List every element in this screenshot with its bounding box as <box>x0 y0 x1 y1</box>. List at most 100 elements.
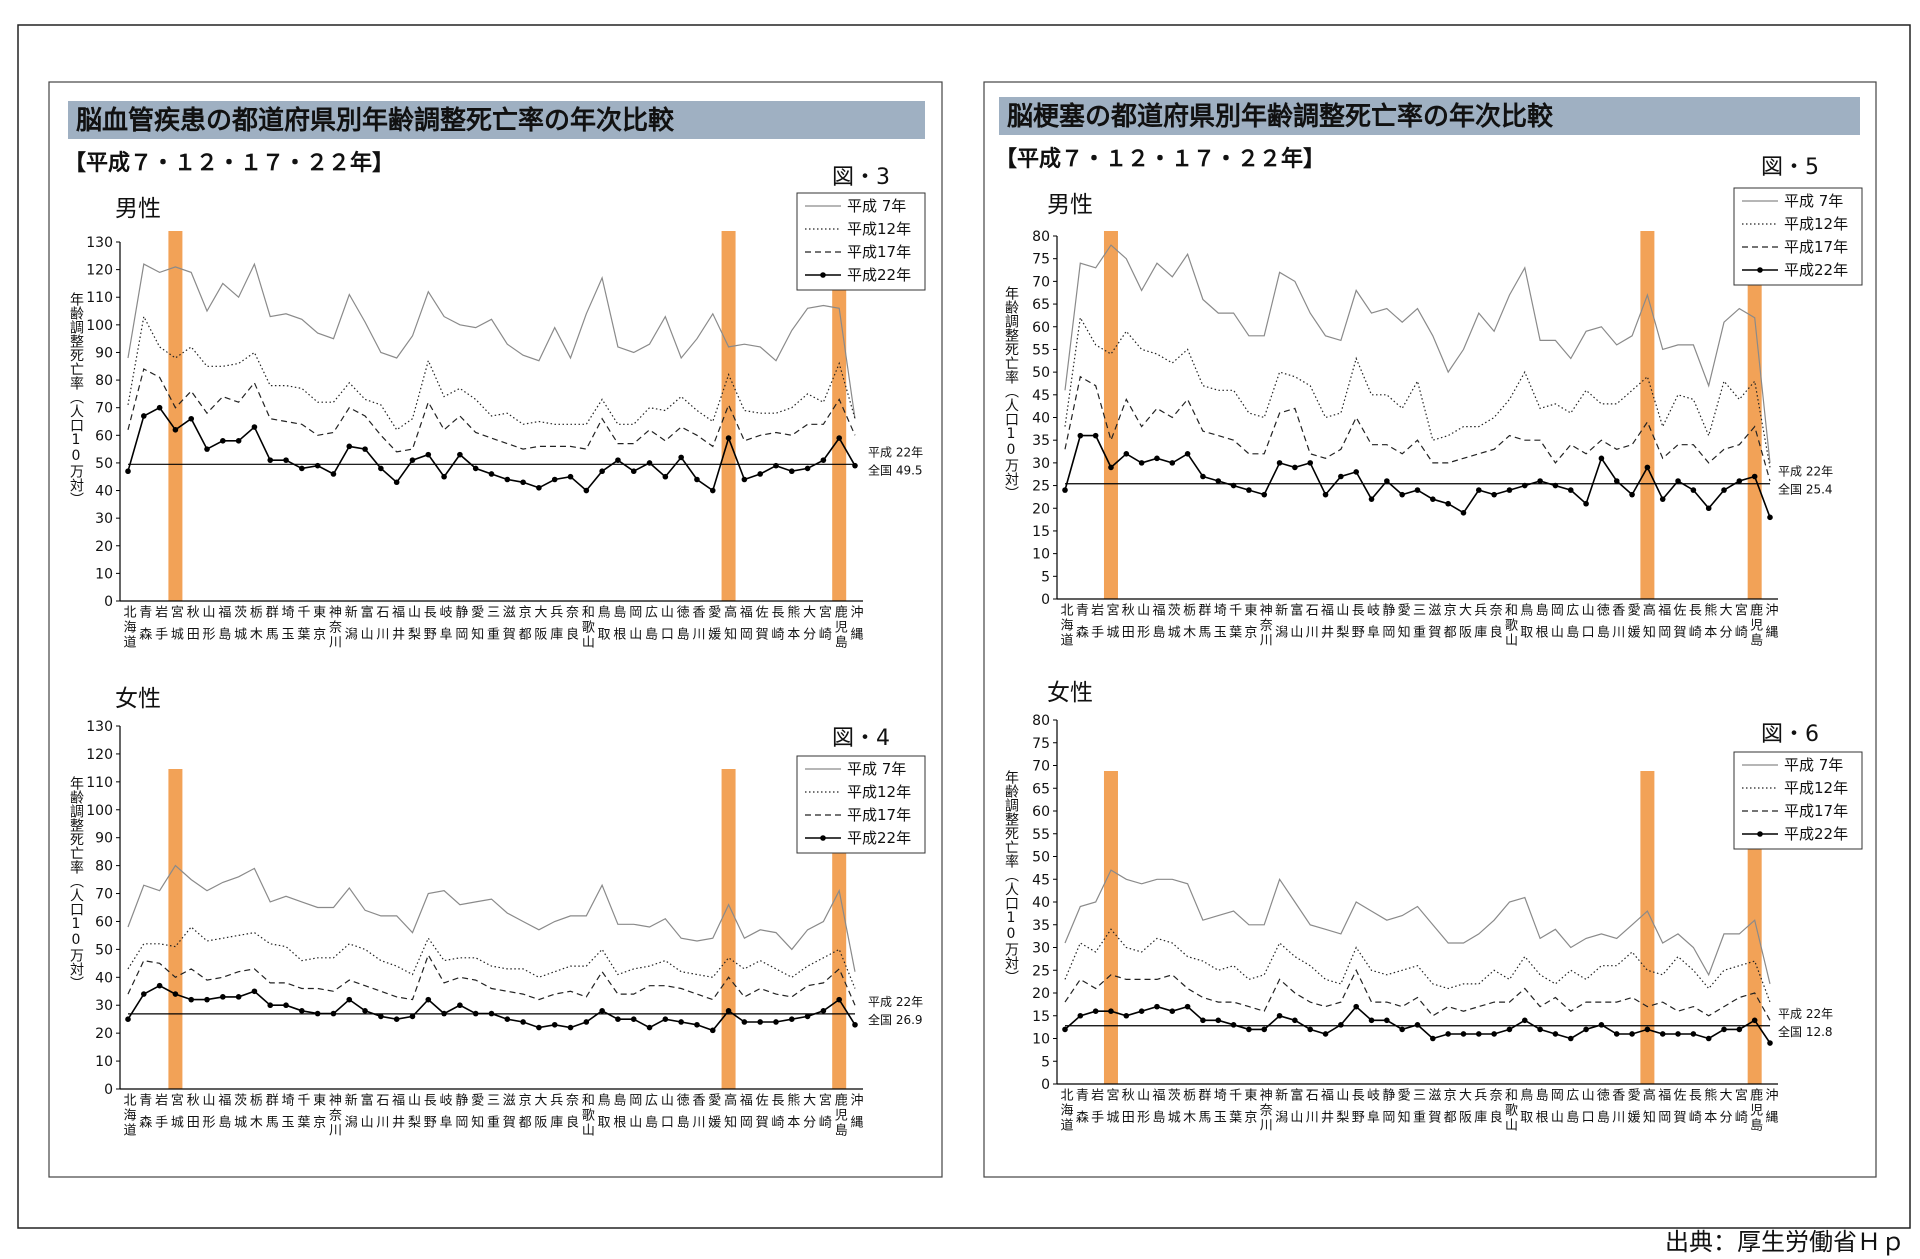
x-tick-label: 千葉 <box>294 1093 310 1137</box>
series-marker <box>283 1002 289 1009</box>
x-tick-label: 大阪 <box>531 1093 547 1137</box>
series-marker <box>346 996 353 1003</box>
x-tick-label: 福井 <box>389 1093 405 1137</box>
series-marker <box>1414 487 1421 493</box>
x-tick-label: 栃木 <box>247 1093 263 1137</box>
figure-label: 図・6 <box>1761 722 1819 747</box>
x-tick-label: 宮城 <box>168 604 184 649</box>
series-marker <box>1476 487 1482 493</box>
x-tick-label: 島根 <box>1533 1088 1549 1132</box>
legend-box <box>796 755 926 854</box>
series-marker <box>488 1010 495 1017</box>
x-tick-label: 宮崎 <box>816 604 832 649</box>
series-marker <box>520 1019 526 1025</box>
series-marker <box>1399 491 1405 498</box>
y-tick-label: 50 <box>95 456 113 472</box>
x-tick-label: 香川 <box>1609 603 1625 647</box>
x-tick-label: 三重 <box>1410 603 1426 647</box>
x-tick-label: 岩手 <box>1088 603 1104 647</box>
x-tick-label: 愛知 <box>1395 1088 1411 1132</box>
series-marker <box>820 1008 827 1014</box>
y-tick-label: 0 <box>1041 592 1050 608</box>
x-tick-label: 長野 <box>1349 1088 1365 1132</box>
x-tick-label: 東京 <box>1241 1087 1257 1132</box>
y-tick-label: 70 <box>1032 274 1050 290</box>
x-tick-label: 千葉 <box>1226 603 1242 647</box>
series-marker <box>804 1013 811 1020</box>
legend-label: 平成 7年 <box>847 760 906 778</box>
highlight-band <box>1747 231 1762 599</box>
x-tick-label: 奈良 <box>563 605 579 649</box>
x-tick-label: 岡山 <box>626 1093 641 1137</box>
chart-title: 男性 <box>115 196 161 222</box>
series-marker <box>662 1016 669 1022</box>
series-marker <box>1552 482 1559 489</box>
x-tick-label: 山口 <box>658 1093 673 1137</box>
x-tick-label: 高知 <box>1640 1087 1656 1132</box>
x-tick-label: 埼玉 <box>1211 1088 1227 1132</box>
x-tick-label: 福島 <box>1149 1088 1165 1132</box>
legend-label: 平成12年 <box>1784 779 1848 797</box>
x-tick-label: 大阪 <box>531 605 547 649</box>
series-marker <box>725 1008 732 1014</box>
series-marker <box>1690 1031 1697 1037</box>
series-marker <box>393 479 400 486</box>
series-marker <box>1705 1035 1712 1042</box>
series-marker <box>1445 500 1451 507</box>
x-tick-label: 群馬 <box>263 1093 279 1137</box>
legend-label: 平成 7年 <box>847 197 906 215</box>
x-tick-label: 岐阜 <box>437 605 453 649</box>
series-marker <box>694 476 700 483</box>
series-marker <box>441 1010 447 1017</box>
series-marker <box>283 457 289 463</box>
source: 出典：厚生労働省Ｈｐ <box>1665 1228 1905 1256</box>
x-tick-label: 三重 <box>484 605 500 649</box>
x-tick-label: 岐阜 <box>1364 1088 1380 1132</box>
reference-label: 平成 22年 <box>868 995 923 1009</box>
x-tick-label: 三重 <box>484 1093 500 1137</box>
y-tick-label: 120 <box>86 263 113 279</box>
x-tick-label: 兵庫 <box>547 605 563 649</box>
y-axis-label: 年齢調整死亡率（人口10万対） <box>1003 286 1019 500</box>
series-marker <box>125 468 131 475</box>
series-marker <box>125 1016 131 1022</box>
x-tick-label: 群馬 <box>1195 603 1211 647</box>
x-tick-label: 鳥取 <box>1517 603 1533 647</box>
series-marker <box>1414 1022 1421 1028</box>
y-tick-label: 110 <box>86 290 113 306</box>
x-tick-label: 島根 <box>610 605 626 649</box>
y-tick-label: 90 <box>95 831 113 847</box>
x-tick-label: 広島 <box>642 605 658 649</box>
series-marker <box>1598 1022 1605 1028</box>
y-tick-label: 40 <box>1032 411 1050 427</box>
series-marker <box>741 476 748 483</box>
panel-title: 脳血管疾患の都道府県別年齢調整死亡率の年次比較 <box>75 105 675 136</box>
highlight-band <box>1103 231 1118 599</box>
series-marker <box>551 1021 558 1028</box>
x-tick-label: 茨城 <box>1165 603 1181 647</box>
x-tick-label: 山梨 <box>1333 1088 1349 1132</box>
y-tick-label: 80 <box>1032 229 1050 245</box>
x-tick-label: 茨城 <box>231 1093 247 1137</box>
series-marker <box>1077 1012 1084 1019</box>
series-marker <box>504 476 511 483</box>
x-tick-label: 佐賀 <box>1671 1088 1687 1132</box>
x-tick-label: 愛媛 <box>705 605 721 649</box>
x-tick-label: 鳥取 <box>595 1093 611 1137</box>
highlight-band <box>1640 231 1655 599</box>
x-tick-label: 富山 <box>358 604 373 649</box>
y-tick-label: 55 <box>1032 827 1050 843</box>
x-tick-label: 沖縄 <box>1763 1088 1779 1132</box>
series-marker <box>1292 1017 1298 1024</box>
series-marker <box>1736 478 1743 484</box>
y-tick-label: 60 <box>1032 804 1050 820</box>
x-tick-label: 和歌山 <box>1502 1088 1518 1133</box>
legend-label: 平成12年 <box>1784 215 1848 233</box>
series-marker <box>1307 1026 1314 1033</box>
series-marker <box>1230 1022 1237 1028</box>
panel-header-bar <box>68 101 925 139</box>
y-tick-label: 15 <box>1032 524 1050 540</box>
series-marker <box>567 473 574 480</box>
x-tick-label: 東京 <box>310 604 326 649</box>
